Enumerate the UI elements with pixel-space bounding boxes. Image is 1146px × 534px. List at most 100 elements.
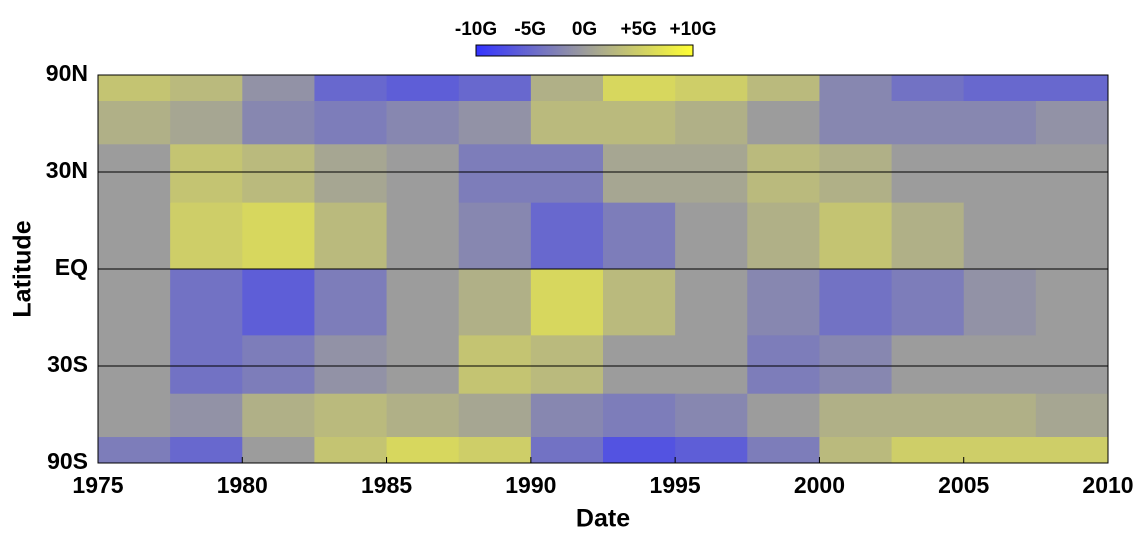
heatmap-cell [747, 75, 820, 102]
heatmap-cell [891, 202, 965, 270]
y-tick-label: EQ [55, 254, 88, 280]
heatmap-cell [963, 75, 1037, 102]
heatmap-cell [819, 75, 893, 102]
x-tick-label: 1990 [505, 472, 556, 498]
heatmap-cell [747, 144, 820, 204]
y-tick-label: 30N [46, 157, 88, 183]
heatmap-cell [170, 393, 243, 438]
heatmap-cell [314, 100, 388, 145]
heatmap-cell [675, 437, 748, 464]
heatmap-cell [98, 393, 171, 438]
heatmap-cell [530, 144, 604, 204]
heatmap-cell [530, 437, 604, 464]
heatmap-cell [314, 393, 388, 438]
heatmap-cell [747, 202, 820, 270]
heatmap-cell [314, 437, 388, 464]
x-tick-label: 2005 [938, 472, 989, 498]
heatmap-cell [675, 75, 748, 102]
x-tick-label: 1980 [217, 472, 268, 498]
y-tick-label: 90S [47, 448, 88, 474]
heatmap-cell [963, 437, 1037, 464]
heatmap-cell [603, 202, 676, 270]
colorbar-tick-label: -5G [514, 19, 546, 40]
x-tick-label: 1985 [361, 472, 412, 498]
heatmap-cell [1035, 269, 1109, 336]
heatmap-cell [98, 144, 171, 204]
heatmap-cell [242, 437, 315, 464]
heatmap-cell [98, 335, 171, 395]
y-tick-label: 30S [47, 351, 88, 377]
heatmap-cell [747, 393, 820, 438]
heatmap-cell [170, 437, 243, 464]
heatmap-cell [747, 437, 820, 464]
heatmap-cell [98, 437, 171, 464]
heatmap-cell [386, 144, 460, 204]
heatmap-cell [603, 393, 676, 438]
y-axis-label: Latitude [9, 220, 37, 317]
heatmap-cell [603, 100, 676, 145]
heatmap-cell [458, 75, 532, 102]
heatmap-cell [1035, 202, 1109, 270]
heatmap-cell [1035, 144, 1109, 204]
heatmap-cell [242, 393, 315, 438]
heatmap-cell [98, 100, 171, 145]
heatmap-cell [458, 335, 532, 395]
colorbar-tick-label: +10G [669, 19, 716, 40]
x-tick-label: 1995 [650, 472, 701, 498]
colorbar-tick-label: 0G [572, 19, 597, 40]
heatmap-cell [963, 335, 1037, 395]
heatmap-cell [675, 393, 748, 438]
heatmap-cell [242, 75, 315, 102]
heatmap-cell [1035, 100, 1109, 145]
heatmap-cell [675, 335, 748, 395]
heatmap-cell [819, 100, 893, 145]
heatmap-cell [386, 202, 460, 270]
heatmap-cell [386, 269, 460, 336]
heatmap-cell [891, 437, 965, 464]
heatmap-cell [458, 202, 532, 270]
heatmap-cell [603, 144, 676, 204]
heatmap-cell [963, 144, 1037, 204]
heatmap-cell [170, 100, 243, 145]
heatmap-cell [963, 202, 1037, 270]
x-tick-label: 2010 [1082, 472, 1133, 498]
heatmap-cell [1035, 437, 1109, 464]
heatmap-cell [1035, 75, 1109, 102]
heatmap-cell [963, 393, 1037, 438]
x-axis-label: Date [576, 505, 630, 533]
heatmap-cell [458, 100, 532, 145]
heatmap-cell [603, 75, 676, 102]
heatmap-cell [747, 100, 820, 145]
heatmap-cell [314, 202, 388, 270]
heatmap-cell [386, 100, 460, 145]
plot-frame [97, 74, 1109, 464]
heatmap-cell [314, 269, 388, 336]
heatmap-cell [819, 269, 893, 336]
heatmap-cell [314, 144, 388, 204]
heatmap-cell [530, 202, 604, 270]
heatmap-cell [170, 75, 243, 102]
heatmap-cell [747, 269, 820, 336]
heatmap-cell [458, 393, 532, 438]
heatmap-cell [386, 393, 460, 438]
heatmap-cell [891, 269, 965, 336]
heatmap-cell [242, 269, 315, 336]
heatmap-cell [170, 335, 243, 395]
heatmap-cell [891, 144, 965, 204]
heatmap-cell [170, 202, 243, 270]
heatmap-cell [1035, 393, 1109, 438]
heatmap-cell [242, 202, 315, 270]
heatmap-cell [458, 437, 532, 464]
y-tick-label: 90N [46, 60, 88, 86]
heatmap-cell [314, 335, 388, 395]
heatmap-cell [891, 75, 965, 102]
heatmap-cell [242, 100, 315, 145]
heatmap [98, 75, 1109, 464]
heatmap-cell [458, 269, 532, 336]
colorbar-tick-label: -10G [455, 19, 497, 40]
heatmap-cell [530, 269, 604, 336]
heatmap-cell [747, 335, 820, 395]
heatmap-cell [530, 393, 604, 438]
heatmap-cell [314, 75, 388, 102]
heatmap-cell [242, 335, 315, 395]
